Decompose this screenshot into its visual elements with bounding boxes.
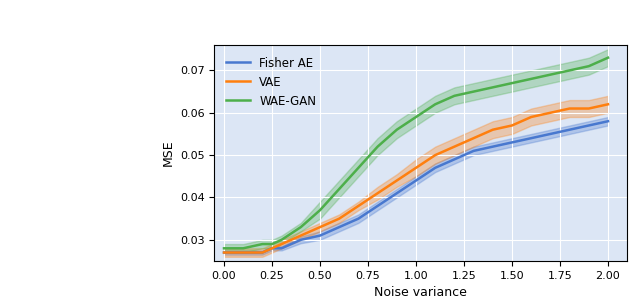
Y-axis label: MSE: MSE bbox=[161, 140, 174, 166]
VAE bbox=[508, 124, 516, 127]
Fisher AE bbox=[268, 247, 276, 250]
Fisher AE bbox=[278, 247, 285, 250]
Fisher AE bbox=[412, 179, 420, 182]
VAE bbox=[220, 251, 228, 254]
WAE-GAN bbox=[393, 128, 401, 131]
Fisher AE bbox=[239, 251, 247, 254]
VAE bbox=[355, 204, 362, 208]
Fisher AE bbox=[508, 141, 516, 144]
WAE-GAN bbox=[268, 242, 276, 246]
Fisher AE bbox=[259, 251, 266, 254]
Legend: Fisher AE, VAE, WAE-GAN: Fisher AE, VAE, WAE-GAN bbox=[220, 51, 322, 113]
Fisher AE bbox=[604, 119, 612, 123]
Fisher AE bbox=[355, 217, 362, 220]
VAE bbox=[470, 136, 477, 140]
VAE bbox=[431, 153, 439, 157]
Fisher AE bbox=[547, 132, 554, 136]
Line: WAE-GAN: WAE-GAN bbox=[224, 58, 608, 248]
WAE-GAN bbox=[547, 73, 554, 76]
Line: VAE: VAE bbox=[224, 104, 608, 253]
WAE-GAN bbox=[431, 103, 439, 106]
Fisher AE bbox=[585, 124, 593, 127]
VAE bbox=[335, 217, 343, 220]
X-axis label: Noise variance: Noise variance bbox=[374, 286, 467, 299]
VAE bbox=[527, 115, 535, 119]
WAE-GAN bbox=[451, 94, 458, 98]
WAE-GAN bbox=[604, 56, 612, 59]
Fisher AE bbox=[489, 145, 497, 148]
Fisher AE bbox=[297, 238, 305, 242]
VAE bbox=[259, 251, 266, 254]
VAE bbox=[316, 225, 324, 229]
WAE-GAN bbox=[374, 145, 381, 148]
WAE-GAN bbox=[239, 247, 247, 250]
VAE bbox=[489, 128, 497, 131]
WAE-GAN bbox=[470, 90, 477, 93]
WAE-GAN bbox=[316, 208, 324, 212]
Fisher AE bbox=[470, 149, 477, 153]
WAE-GAN bbox=[566, 69, 573, 72]
Fisher AE bbox=[316, 234, 324, 237]
VAE bbox=[412, 166, 420, 169]
VAE bbox=[239, 251, 247, 254]
Fisher AE bbox=[393, 191, 401, 195]
VAE bbox=[268, 247, 276, 250]
WAE-GAN bbox=[297, 225, 305, 229]
Fisher AE bbox=[335, 225, 343, 229]
Fisher AE bbox=[566, 128, 573, 131]
VAE bbox=[547, 111, 554, 115]
VAE bbox=[374, 191, 381, 195]
VAE bbox=[393, 179, 401, 182]
WAE-GAN bbox=[585, 64, 593, 68]
Fisher AE bbox=[374, 204, 381, 208]
VAE bbox=[451, 145, 458, 148]
WAE-GAN bbox=[278, 238, 285, 242]
Fisher AE bbox=[451, 158, 458, 161]
WAE-GAN bbox=[355, 166, 362, 169]
VAE bbox=[566, 107, 573, 110]
Fisher AE bbox=[431, 166, 439, 169]
WAE-GAN bbox=[489, 85, 497, 89]
VAE bbox=[297, 234, 305, 237]
WAE-GAN bbox=[259, 242, 266, 246]
WAE-GAN bbox=[412, 115, 420, 119]
WAE-GAN bbox=[508, 81, 516, 85]
Fisher AE bbox=[527, 136, 535, 140]
Line: Fisher AE: Fisher AE bbox=[224, 121, 608, 253]
VAE bbox=[585, 107, 593, 110]
WAE-GAN bbox=[335, 187, 343, 191]
VAE bbox=[278, 242, 285, 246]
VAE bbox=[604, 103, 612, 106]
WAE-GAN bbox=[527, 77, 535, 81]
WAE-GAN bbox=[220, 247, 228, 250]
Fisher AE bbox=[220, 251, 228, 254]
